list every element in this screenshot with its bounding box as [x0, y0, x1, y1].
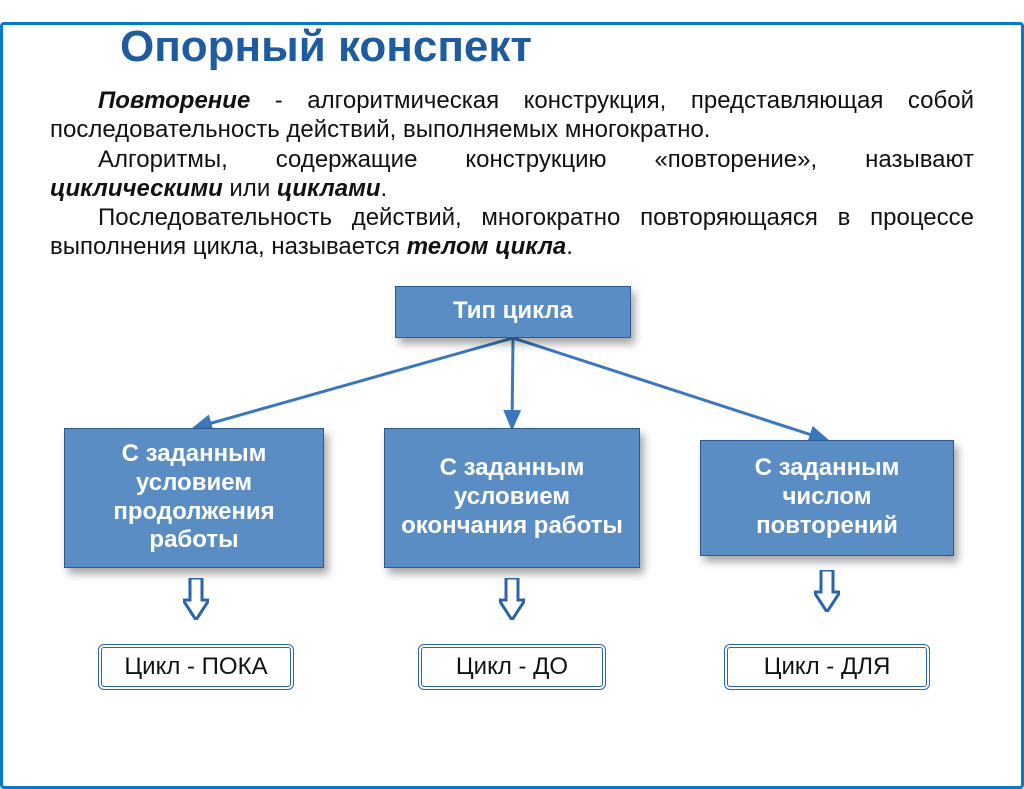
child-node-0: С заданным условием продолжения работы: [64, 428, 324, 568]
child-node-2: С заданным числом повторений: [700, 440, 954, 556]
leaf-node-0: Цикл - ПОКА: [98, 644, 294, 690]
tree-diagram: Тип цикла С заданным условием продолжени…: [0, 278, 1024, 748]
child-node-1: С заданным условием окончания работы: [384, 428, 640, 568]
leaf-label-1: Цикл - ДО: [456, 653, 568, 681]
block-arrow-2: [814, 570, 840, 612]
root-node: Тип цикла: [395, 286, 631, 338]
child-label-2: С заданным числом повторений: [711, 454, 943, 540]
block-arrow-1: [499, 578, 525, 620]
leaf-label-0: Цикл - ПОКА: [124, 653, 267, 681]
child-label-1: С заданным условием окончания работы: [395, 454, 629, 540]
leaf-node-2: Цикл - ДЛЯ: [724, 644, 930, 690]
leaf-node-1: Цикл - ДО: [418, 644, 606, 690]
block-arrow-0: [183, 578, 209, 620]
child-label-0: С заданным условием продолжения работы: [75, 440, 313, 555]
root-label: Тип цикла: [453, 297, 573, 326]
leaf-label-2: Цикл - ДЛЯ: [764, 653, 891, 681]
